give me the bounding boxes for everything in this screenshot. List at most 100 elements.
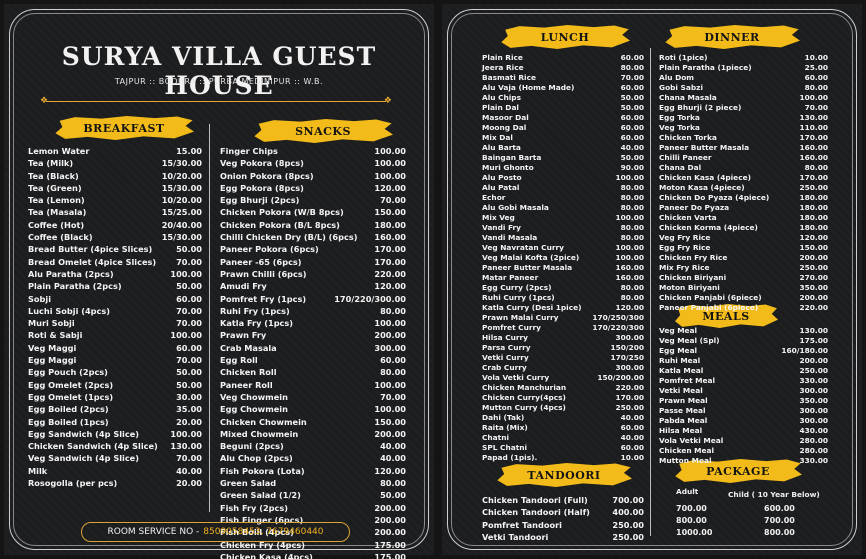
- menu-item-price: 130.00: [170, 441, 202, 452]
- menu-item: Egg Meal 160/180.00: [659, 346, 828, 356]
- menu-item-price: 100.00: [170, 330, 202, 341]
- menu-item-price: 160.00: [799, 143, 828, 152]
- menu-item-name: Vandi Fry: [482, 223, 521, 232]
- menu-item-name: Chicken Fry (4pcs): [220, 539, 306, 550]
- menu-item-price: 10/20.00: [161, 170, 202, 181]
- menu-item: Alu Paratha (2pcs) 100.00: [28, 268, 202, 280]
- menu-item-price: 120.00: [374, 465, 406, 476]
- menu-item-name: Moton Kasa (4piece): [659, 183, 745, 192]
- menu-item-price: 40.00: [620, 143, 644, 152]
- menu-item: Chicken Tandoori (Full) 700.00: [482, 494, 644, 506]
- menu-item-price: 130.00: [799, 326, 828, 335]
- menu-item-price: 60.00: [620, 53, 644, 62]
- menu-item: Mutton Meal 330.00: [659, 456, 828, 466]
- menu-item-price: 100.00: [170, 428, 202, 439]
- menu-item: Chilli Chicken Dry (B/L) (6pcs) 160.00: [220, 231, 406, 243]
- menu-item: Sobji 60.00: [28, 293, 202, 305]
- menu-item: Pomfret Meal 330.00: [659, 376, 828, 386]
- menu-item-price: 50.00: [176, 367, 202, 378]
- menu-item-name: Veg Navratan Curry: [482, 243, 564, 252]
- menu-item-name: Egg Fry Rice: [659, 243, 711, 252]
- menu-item: Crab Curry 300.00: [482, 363, 644, 373]
- menu-item: Crab Masala 300.00: [220, 342, 406, 354]
- menu-item-name: Chilli Chicken Dry (B/L) (6pcs): [220, 232, 358, 243]
- menu-item: Mutton Curry (4pcs) 250.00: [482, 403, 644, 413]
- menu-item-price: 220.00: [615, 383, 644, 392]
- menu-item-name: Hilsa Curry: [482, 333, 529, 342]
- tandoori-list: Chicken Tandoori (Full) 700.00 Chicken Tan…: [482, 494, 644, 543]
- menu-item-name: Prawn Meal: [659, 396, 708, 405]
- lunch-banner: LUNCH: [500, 24, 630, 50]
- menu-item-name: Paneer -65 (6pcs): [220, 256, 302, 267]
- menu-item-name: Chicken Pokora (B/L 8pcs): [220, 219, 340, 230]
- menu-item: Tea (Milk) 15/30.00: [28, 157, 202, 169]
- menu-item: Chicken Torka 170.00: [659, 133, 828, 143]
- menu-item-name: Veg Sandwich (4p Slice): [28, 453, 139, 464]
- tandoori-banner: TANDOORI: [496, 462, 632, 488]
- menu-item-price: 80.00: [620, 233, 644, 242]
- menu-item: Muri Sobji 70.00: [28, 317, 202, 329]
- menu-item-price: 350.00: [799, 283, 828, 292]
- menu-item-name: Alu Vaja (Home Made): [482, 83, 575, 92]
- menu-item-price: 270.00: [799, 273, 828, 282]
- menu-item-price: 15.00: [176, 146, 202, 156]
- menu-item-price: 80.00: [804, 163, 828, 172]
- menu-item: Chicken Kasa (4pcs) 175.00: [220, 551, 406, 559]
- menu-item-name: Katla Fry (1pcs): [220, 318, 294, 329]
- menu-item-price: 10.00: [804, 53, 828, 62]
- snacks-heading: SNACKS: [295, 124, 351, 138]
- menu-item: Alu Vaja (Home Made) 60.00: [482, 83, 644, 93]
- menu-page-right: LUNCH DINNER MEALS TANDOORI PACKAGE Plai…: [442, 4, 862, 555]
- menu-item: SPL Chatni 60.00: [482, 443, 644, 453]
- menu-item-price: 180.00: [374, 219, 406, 230]
- menu-item-price: 100.00: [374, 158, 406, 169]
- menu-item-name: Chatni: [482, 433, 510, 442]
- package-child-price: 800.00: [764, 528, 795, 537]
- menu-item-name: Baingan Barta: [482, 153, 542, 162]
- menu-item: Alu Chop (2pcs) 40.00: [220, 452, 406, 464]
- menu-item: Milk 40.00: [28, 465, 202, 477]
- menu-item-name: Chana Masala: [659, 93, 717, 102]
- menu-item-name: Gobi Sabzi: [659, 83, 703, 92]
- menu-item-price: 90.00: [620, 163, 644, 172]
- menu-item-price: 200.00: [799, 253, 828, 262]
- menu-item: Chicken Pokora (B/L 8pcs) 180.00: [220, 219, 406, 231]
- menu-item-price: 10.00: [620, 453, 644, 462]
- menu-item-price: 180.00: [799, 193, 828, 202]
- menu-item: Fish Boill (4pcs) 200.00: [220, 526, 406, 538]
- menu-item-price: 330.00: [799, 456, 828, 465]
- menu-item-price: 170/250: [610, 353, 644, 362]
- menu-item: Egg Torka 130.00: [659, 113, 828, 123]
- menu-item-name: Green Salad (1/2): [220, 490, 301, 501]
- menu-item: Vola Vetki Curry 150/200.00: [482, 373, 644, 383]
- column-divider: [650, 48, 651, 536]
- menu-item-price: 170.00: [374, 244, 406, 255]
- menu-item: Papad (1pis). 10.00: [482, 453, 644, 463]
- menu-item-price: 100.00: [374, 404, 406, 415]
- menu-item-name: Paneer Butter Masala: [482, 263, 573, 272]
- menu-item-name: Tea (Masala): [28, 207, 87, 218]
- menu-item: Pomfret Fry (1pcs) 170/220/300.00: [220, 293, 406, 305]
- menu-item: Tea (Masala) 15/25.00: [28, 206, 202, 218]
- menu-item-price: 220.00: [374, 268, 406, 279]
- menu-item: Chicken Sandwich (4p Slice) 130.00: [28, 440, 202, 452]
- menu-item-name: Chicken Fry Rice: [659, 253, 728, 262]
- menu-item-name: Paneer Panjabi (6piece): [659, 303, 759, 312]
- menu-item-name: Fish Pokora (Lota): [220, 465, 305, 476]
- menu-item-name: Egg Roll: [220, 355, 258, 366]
- menu-item: Lemon Water 15.00: [28, 145, 202, 157]
- menu-item: Hilsa Meal 430.00: [659, 426, 828, 436]
- menu-item-price: 50.00: [620, 153, 644, 162]
- menu-item: Chicken Panjabi (6piece) 200.00: [659, 293, 828, 303]
- page-border-inner: [451, 13, 853, 546]
- menu-item-price: 150.00: [374, 207, 406, 218]
- menu-item: Prawn Meal 350.00: [659, 396, 828, 406]
- menu-item-price: 180.00: [799, 203, 828, 212]
- menu-item-price: 15/30.00: [161, 232, 202, 243]
- menu-item-price: 160.00: [374, 232, 406, 243]
- menu-item-name: Vetki Meal: [659, 386, 703, 395]
- menu-item-name: Paneer Roll: [220, 379, 273, 390]
- menu-item: Ruhi Curry (1pcs) 80.00: [482, 293, 644, 303]
- menu-item: Vetki Tandoori 250.00: [482, 531, 644, 543]
- menu-item-price: 280.00: [799, 446, 828, 455]
